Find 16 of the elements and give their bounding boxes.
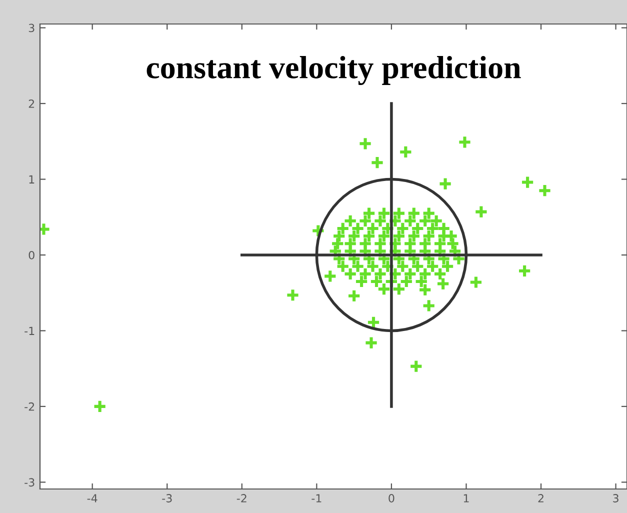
x-tick-label: 2	[538, 494, 544, 502]
y-tick-label: -3	[24, 478, 34, 487]
y-tick-label: -1	[24, 326, 34, 335]
text: constant velocity prediction	[146, 56, 521, 86]
y-tick-label: 0	[28, 250, 34, 260]
y-tick-label: 1	[29, 175, 34, 184]
y-tick-label: -2	[24, 402, 34, 411]
x-tick-label: 1	[464, 494, 469, 502]
x-tick-label: -3	[162, 494, 172, 502]
x-tick-label: -4	[87, 494, 98, 502]
x-tick-label: 3	[613, 494, 618, 502]
x-tick-label: -2	[236, 494, 246, 502]
y-tick-label: 3	[28, 24, 34, 32]
y-tick-label: 2	[28, 99, 34, 108]
x-tick-label: 0	[388, 494, 394, 502]
x-tick-label: -1	[312, 494, 322, 502]
